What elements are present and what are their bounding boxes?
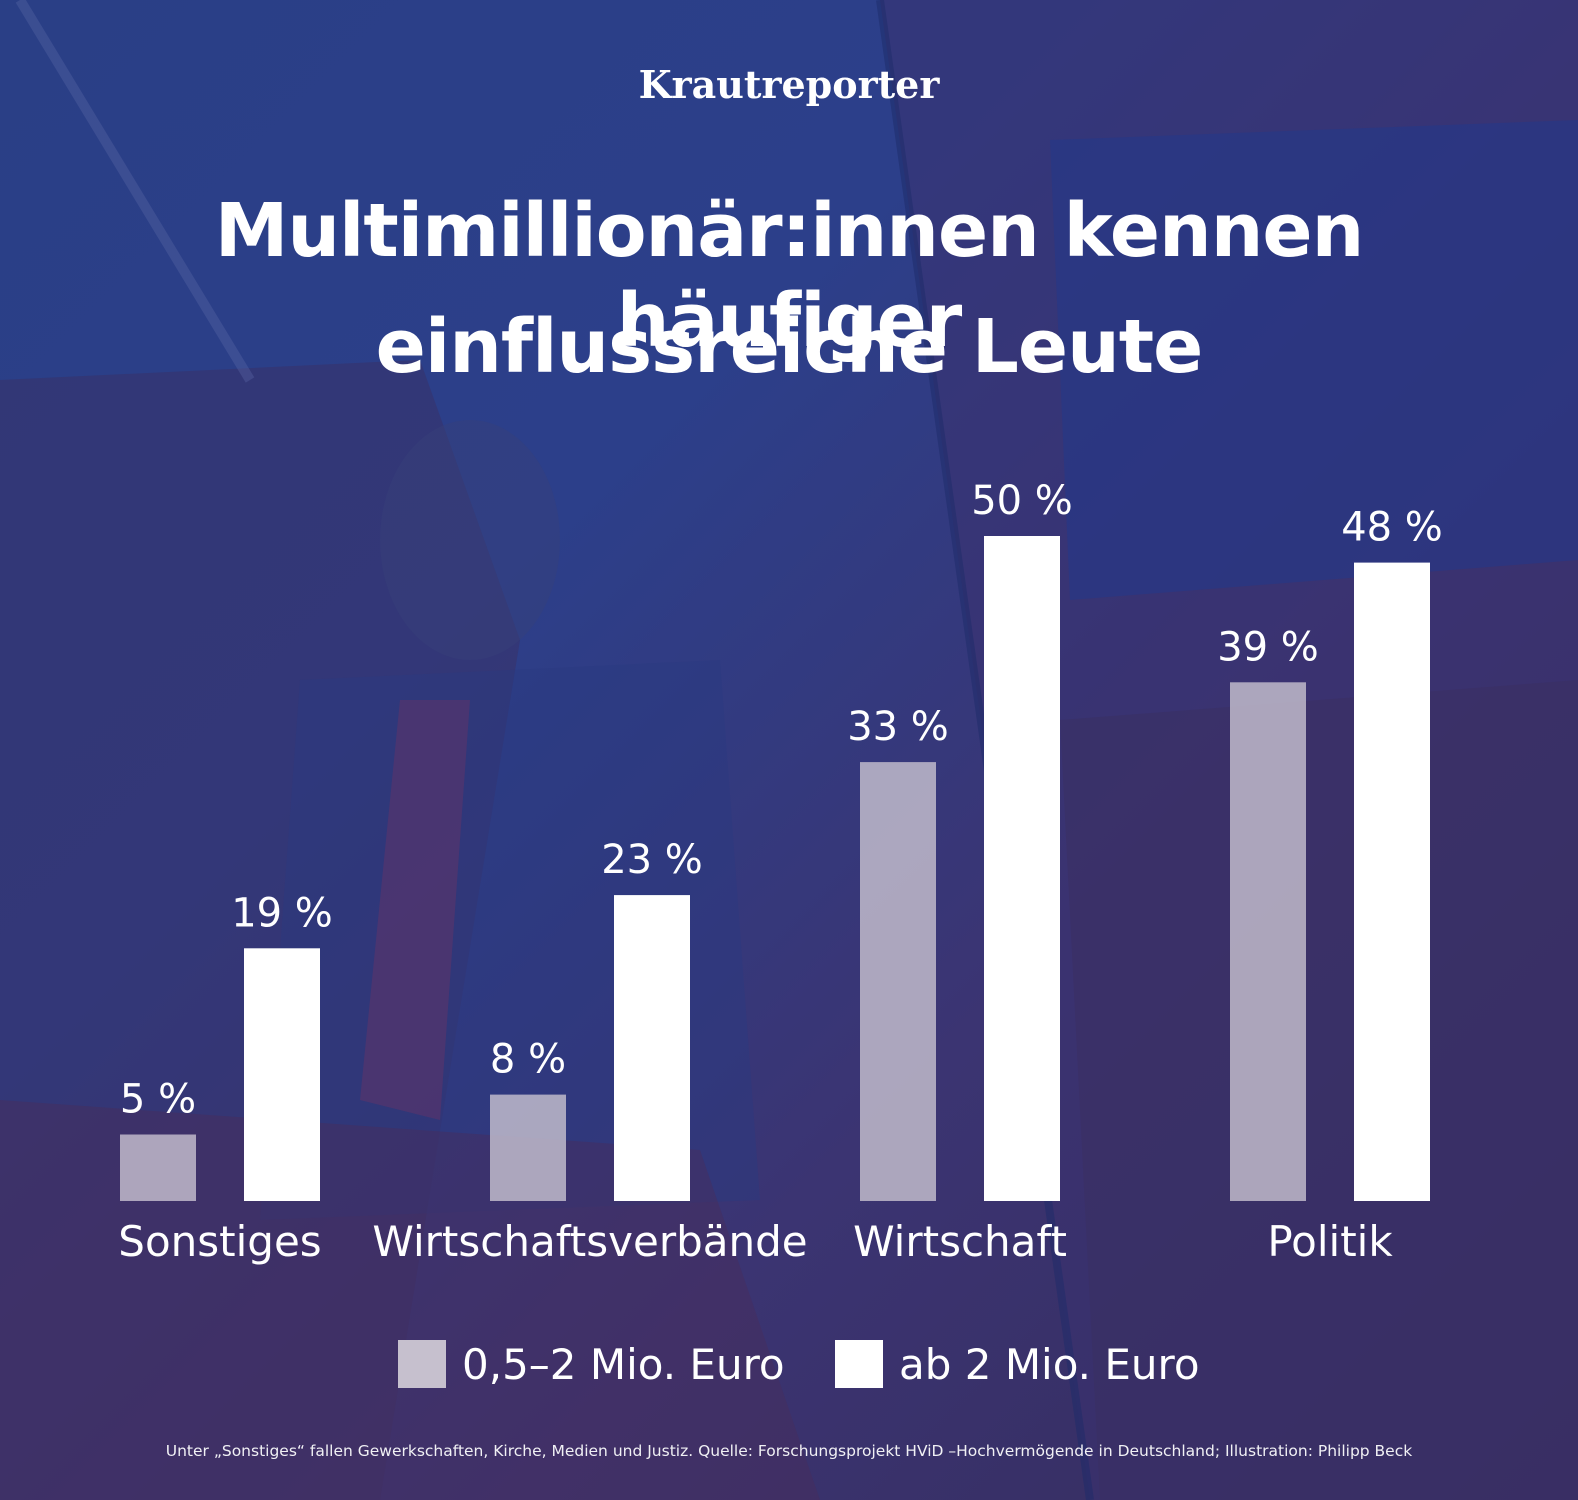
bar-low-0 (120, 1134, 196, 1201)
data-label-high-2: 50 % (971, 478, 1073, 524)
category-label-3: Politik (1267, 1217, 1393, 1266)
bar-high-0 (244, 948, 320, 1201)
category-label-2: Wirtschaft (853, 1217, 1067, 1266)
data-label-high-0: 19 % (231, 890, 333, 936)
category-label-0: Sonstiges (118, 1217, 321, 1266)
bar-high-2 (984, 536, 1060, 1201)
category-label-1: Wirtschaftsverbände (372, 1217, 807, 1266)
data-label-low-2: 33 % (847, 704, 949, 750)
brand-logo: Krautreporter (638, 62, 940, 107)
chart-title-line-1: Multimillionär:innen kennen häufiger (214, 188, 1365, 364)
data-label-high-1: 23 % (601, 837, 703, 883)
data-label-low-1: 8 % (490, 1037, 566, 1083)
chart-title-line-2: einflussreiche Leute (375, 304, 1204, 390)
bar-high-1 (614, 895, 690, 1201)
bar-low-2 (860, 762, 936, 1201)
legend-item-low: 0,5–2 Mio. Euro (398, 1338, 785, 1390)
data-label-low-0: 5 % (120, 1077, 196, 1123)
legend-label-high: ab 2 Mio. Euro (899, 1339, 1200, 1389)
bar-low-3 (1230, 682, 1306, 1201)
legend-swatch-high (835, 1340, 883, 1388)
data-label-high-3: 48 % (1341, 505, 1443, 551)
bar-high-3 (1354, 562, 1430, 1201)
footnote: Unter „Sonstiges“ fallen Gewerkschaften,… (165, 1442, 1413, 1460)
bar-low-1 (490, 1094, 566, 1201)
legend-item-high: ab 2 Mio. Euro (835, 1338, 1200, 1390)
data-label-low-3: 39 % (1217, 624, 1319, 670)
legend-swatch-low (398, 1340, 446, 1388)
legend-label-low: 0,5–2 Mio. Euro (462, 1339, 785, 1389)
